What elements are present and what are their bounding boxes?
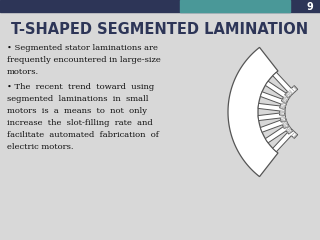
Text: frequently encountered in large-size: frequently encountered in large-size	[7, 56, 161, 64]
Polygon shape	[265, 81, 293, 104]
Text: motors  is  a  means  to  not  only: motors is a means to not only	[7, 107, 147, 115]
Bar	[0, 0, 320, 12]
Text: electric motors.: electric motors.	[7, 143, 74, 151]
Text: segmented  laminations  in  small: segmented laminations in small	[7, 95, 148, 103]
Text: 9: 9	[307, 1, 313, 12]
Text: • Segmented stator laminations are: • Segmented stator laminations are	[7, 44, 158, 52]
Text: increase  the  slot-filling  rate  and: increase the slot-filling rate and	[7, 119, 153, 127]
Polygon shape	[260, 92, 289, 109]
Bar	[180, 0, 290, 12]
Polygon shape	[273, 126, 298, 152]
Polygon shape	[260, 114, 289, 132]
Polygon shape	[258, 108, 286, 122]
Polygon shape	[228, 47, 278, 177]
Polygon shape	[265, 120, 293, 143]
Polygon shape	[258, 102, 286, 115]
Text: facilitate  automated  fabrication  of: facilitate automated fabrication of	[7, 131, 159, 139]
Text: motors.: motors.	[7, 68, 39, 76]
Polygon shape	[273, 72, 298, 98]
Text: • The  recent  trend  toward  using: • The recent trend toward using	[7, 83, 154, 91]
Text: T-SHAPED SEGMENTED LAMINATION: T-SHAPED SEGMENTED LAMINATION	[12, 22, 308, 36]
